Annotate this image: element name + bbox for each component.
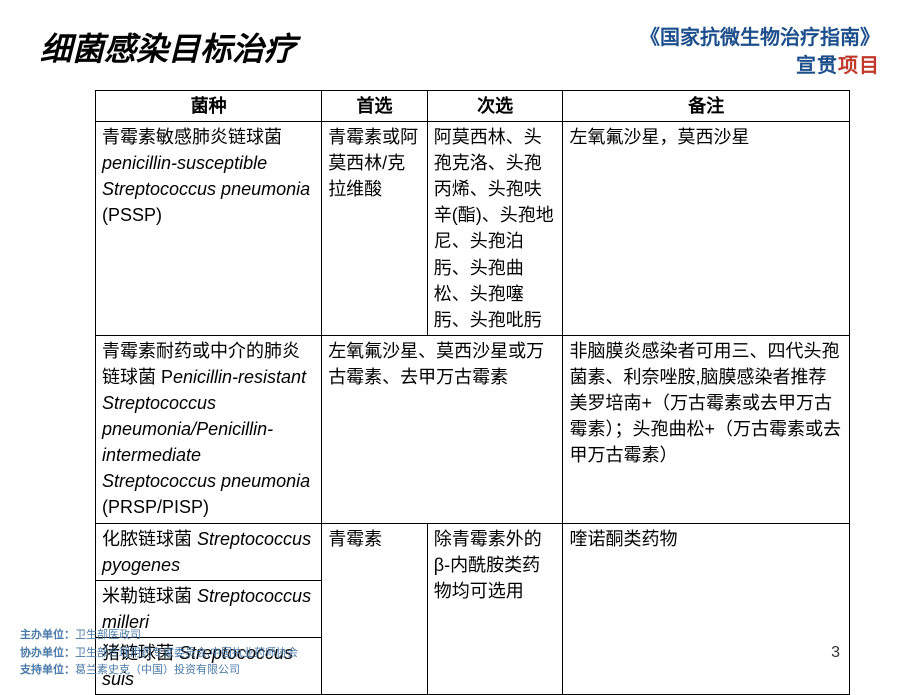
treatment-table: 菌种 首选 次选 备注 青霉素敏感肺炎链球菌 penicillin-suscep…: [95, 90, 850, 695]
cell-species: 青霉素耐药或中介的肺炎链球菌 Penicillin-resistant Stre…: [96, 335, 322, 523]
col-first: 首选: [322, 91, 428, 122]
cell-species: 青霉素敏感肺炎链球菌 penicillin-susceptible Strept…: [96, 122, 322, 336]
page-title: 细菌感染目标治疗: [40, 24, 296, 70]
cell-note: 非脑膜炎感染者可用三、四代头孢菌素、利奈唑胺,脑膜感染者推荐美罗培南+（万古霉素…: [563, 335, 850, 523]
subtitle-line1: 《国家抗微生物治疗指南》: [640, 24, 880, 52]
cell-species: 化脓链球菌 Streptococcus pyogenes: [96, 523, 322, 580]
cell-first: 青霉素: [322, 523, 428, 695]
footer: 主办单位：卫生部医政司 协办单位：卫生部合理用药专家委员会,中国执业药师协会 支…: [20, 627, 298, 680]
col-note: 备注: [563, 91, 850, 122]
col-second: 次选: [427, 91, 563, 122]
cell-note: 喹诺酮类药物: [563, 523, 850, 695]
table-row: 青霉素耐药或中介的肺炎链球菌 Penicillin-resistant Stre…: [96, 335, 850, 523]
cell-second: 除青霉素外的β-内酰胺类药物均可选用: [427, 523, 563, 695]
subtitle: 《国家抗微生物治疗指南》 宣贯项目: [640, 24, 880, 80]
cell-note: 左氧氟沙星，莫西沙星: [563, 122, 850, 336]
table-row: 青霉素敏感肺炎链球菌 penicillin-susceptible Strept…: [96, 122, 850, 336]
cell-second: 阿莫西林、头孢克洛、头孢丙烯、头孢呋辛(酯)、头孢地尼、头孢泊肟、头孢曲松、头孢…: [427, 122, 563, 336]
table-header-row: 菌种 首选 次选 备注: [96, 91, 850, 122]
col-species: 菌种: [96, 91, 322, 122]
subtitle-line2: 宣贯项目: [640, 52, 880, 80]
cell-first: 青霉素或阿莫西林/克拉维酸: [322, 122, 428, 336]
cell-first-second-merged: 左氧氟沙星、莫西沙星或万古霉素、去甲万古霉素: [322, 335, 563, 523]
table-row: 化脓链球菌 Streptococcus pyogenes 青霉素 除青霉素外的β…: [96, 523, 850, 580]
page-number: 3: [831, 644, 840, 662]
